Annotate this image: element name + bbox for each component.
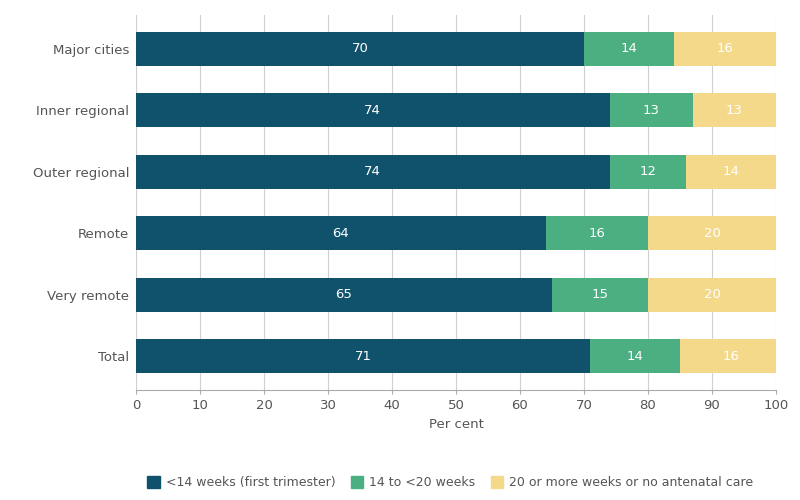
Bar	[136, 278, 552, 312]
X-axis label: Per cent: Per cent	[429, 418, 483, 430]
Bar	[680, 339, 782, 373]
Text: 16: 16	[716, 42, 734, 56]
Bar	[590, 339, 680, 373]
Bar	[552, 278, 648, 312]
Bar	[136, 216, 546, 250]
Text: 14: 14	[626, 350, 644, 362]
Bar	[136, 155, 610, 188]
Text: 74: 74	[364, 166, 382, 178]
Text: 71: 71	[354, 350, 372, 362]
Bar	[136, 339, 590, 373]
Bar	[584, 32, 674, 66]
Text: 70: 70	[351, 42, 369, 56]
Bar	[610, 155, 686, 188]
Text: 12: 12	[639, 166, 657, 178]
Bar	[648, 216, 776, 250]
Text: 74: 74	[364, 104, 382, 117]
Bar	[610, 94, 693, 128]
Text: 14: 14	[722, 166, 740, 178]
Text: 20: 20	[703, 226, 721, 239]
Text: 65: 65	[335, 288, 353, 301]
Text: 13: 13	[642, 104, 660, 117]
Bar	[136, 32, 584, 66]
Text: 16: 16	[722, 350, 740, 362]
Bar	[546, 216, 648, 250]
Legend: <14 weeks (first trimester), 14 to <20 weeks, 20 or more weeks or no antenatal c: <14 weeks (first trimester), 14 to <20 w…	[142, 471, 758, 494]
Text: 64: 64	[333, 226, 349, 239]
Bar	[648, 278, 776, 312]
Text: 14: 14	[620, 42, 638, 56]
Bar	[693, 94, 776, 128]
Bar	[686, 155, 776, 188]
Text: 16: 16	[588, 226, 606, 239]
Bar	[674, 32, 776, 66]
Text: 13: 13	[726, 104, 743, 117]
Bar	[136, 94, 610, 128]
Text: 20: 20	[703, 288, 721, 301]
Text: 15: 15	[591, 288, 609, 301]
